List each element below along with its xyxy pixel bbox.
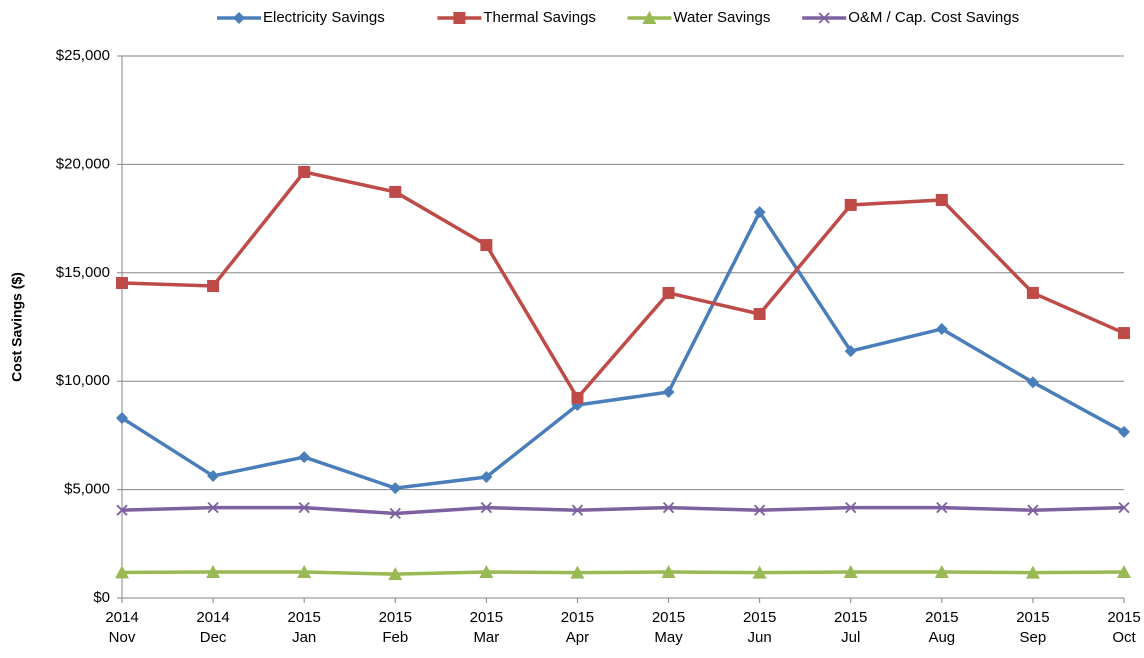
marker (298, 501, 310, 514)
legend-label: Electricity Savings (263, 9, 385, 26)
legend-label: Thermal Savings (483, 9, 596, 26)
series-line (121, 505, 1125, 516)
series-line (121, 170, 1125, 401)
x-tick-label: 2015 Mar (469, 609, 504, 646)
y-axis-title: Cost Savings ($) (9, 272, 25, 382)
marker (844, 345, 857, 358)
marker (389, 507, 401, 520)
marker (116, 504, 128, 516)
marker (298, 451, 311, 464)
marker (207, 469, 220, 482)
marker (388, 567, 403, 581)
y-tick-label: $0 (93, 589, 110, 606)
marker (662, 386, 675, 399)
marker (389, 482, 402, 495)
marker (571, 504, 584, 516)
y-tick-label: $20,000 (56, 155, 110, 172)
x-tick-label: 2015 Jul (834, 609, 868, 646)
marker (115, 565, 129, 579)
series-line (121, 208, 1125, 490)
marker (116, 412, 128, 425)
marker (1027, 504, 1039, 516)
x-tick-label: 2015 Aug (925, 609, 959, 646)
marker (206, 564, 221, 578)
marker (662, 286, 675, 299)
x-tick-label: 2015 Jan (287, 609, 321, 646)
marker (1025, 565, 1040, 579)
marker (642, 11, 657, 24)
marker (934, 564, 949, 578)
marker (207, 280, 220, 293)
marker (843, 564, 858, 578)
marker (935, 193, 948, 206)
marker (480, 501, 493, 514)
marker (661, 564, 676, 578)
marker (818, 12, 830, 24)
marker (571, 391, 584, 404)
marker (233, 12, 245, 24)
y-tick-label: $5,000 (64, 481, 110, 498)
marker (479, 564, 494, 578)
x-tick-label: 2015 Sep (1016, 609, 1050, 646)
marker (207, 501, 219, 514)
marker (662, 501, 675, 514)
x-tick-label: 2015 Feb (378, 609, 412, 646)
marker (1117, 564, 1131, 578)
marker (936, 501, 948, 514)
x-tick-label: 2014 Dec (196, 609, 230, 646)
marker (1118, 501, 1130, 514)
legend-label: Water Savings (673, 9, 770, 26)
marker (1026, 376, 1039, 389)
marker (570, 565, 585, 579)
marker (1026, 286, 1039, 299)
legend-label: O&M / Cap. Cost Savings (848, 9, 1019, 26)
x-tick-label: 2015 Jun (742, 609, 777, 646)
marker (1118, 327, 1130, 340)
y-tick-label: $25,000 (56, 47, 110, 64)
marker (116, 276, 128, 289)
marker (1118, 425, 1130, 438)
marker (753, 504, 766, 516)
marker (480, 471, 493, 484)
x-tick-label: 2015 Apr (560, 609, 595, 646)
marker (480, 239, 493, 252)
marker (753, 206, 766, 219)
x-tick-label: 2014 Nov (105, 609, 139, 646)
y-tick-label: $15,000 (56, 264, 110, 281)
marker (845, 501, 857, 514)
x-tick-label: 2015 Oct (1107, 609, 1141, 646)
marker (297, 564, 312, 578)
x-tick-label: 2015 May (651, 609, 686, 646)
marker (752, 565, 767, 579)
marker (753, 307, 766, 320)
marker (935, 322, 948, 335)
marker (389, 185, 402, 198)
marker (298, 165, 311, 178)
marker (453, 12, 466, 24)
series-line (121, 570, 1125, 576)
y-tick-label: $10,000 (56, 372, 110, 389)
marker (844, 198, 857, 211)
